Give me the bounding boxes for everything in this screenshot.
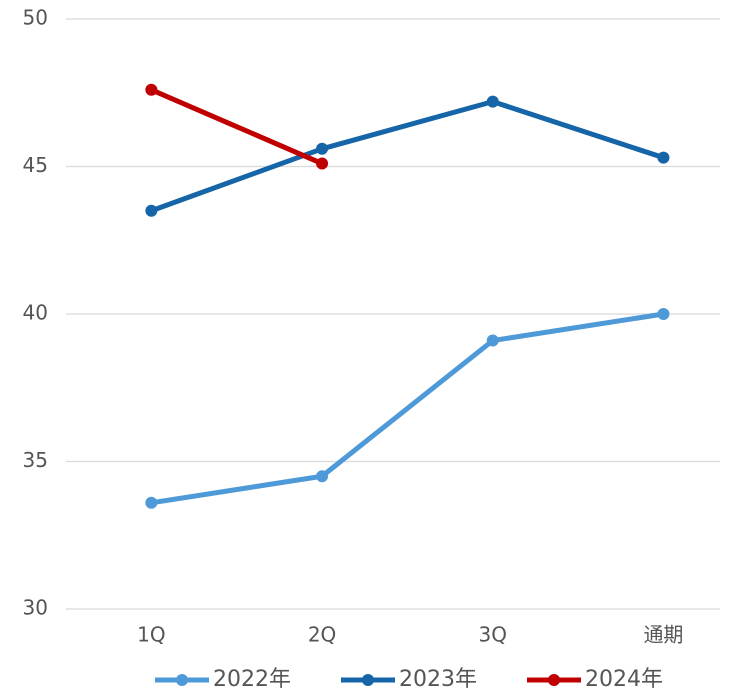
- series-line: [150, 99, 665, 214]
- data-point: [316, 142, 329, 155]
- legend-label: 2023年: [399, 667, 477, 692]
- data-point: [316, 470, 329, 483]
- legend-marker: [362, 674, 374, 686]
- data-point: [316, 157, 329, 170]
- legend-label: 2024年: [585, 667, 663, 692]
- data-point: [657, 308, 670, 320]
- data-point: [145, 204, 158, 217]
- x-tick-label: 3Q: [479, 623, 507, 647]
- y-tick-label: 35: [23, 448, 48, 472]
- y-tick-label: 30: [23, 596, 48, 620]
- y-tick-label: 50: [23, 6, 48, 30]
- legend-label: 2022年: [213, 667, 291, 692]
- data-point: [657, 151, 670, 164]
- x-tick-label: 2Q: [308, 623, 336, 647]
- data-point: [145, 83, 158, 96]
- legend-marker: [548, 674, 560, 686]
- legend-marker: [176, 674, 188, 686]
- x-tick-label: 1Q: [137, 623, 165, 647]
- data-point: [145, 496, 158, 509]
- data-point: [486, 334, 499, 347]
- data-point: [486, 95, 499, 108]
- y-tick-label: 45: [23, 153, 48, 177]
- x-tick-label: 通期: [643, 623, 683, 647]
- y-tick-label: 40: [23, 301, 48, 325]
- series-line: [150, 311, 664, 506]
- series-line: [150, 87, 324, 166]
